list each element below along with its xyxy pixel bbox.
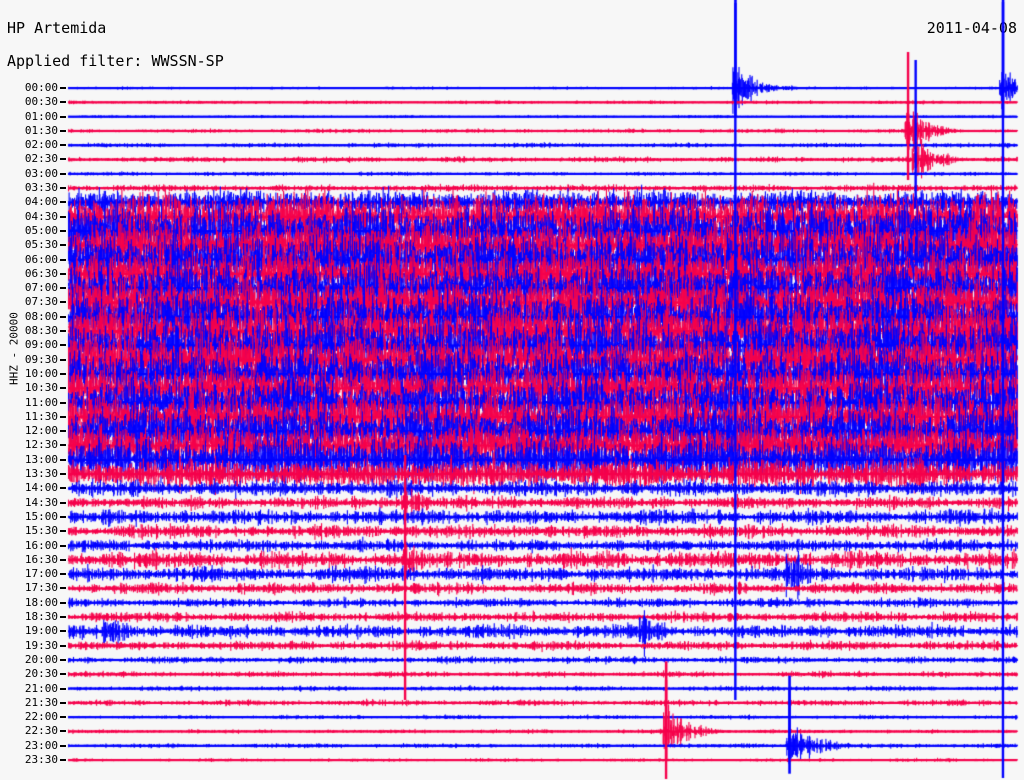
time-tick xyxy=(60,430,66,433)
time-tick xyxy=(60,701,66,704)
time-tick xyxy=(60,158,66,161)
time-tick xyxy=(60,315,66,318)
time-tick xyxy=(60,115,66,118)
time-tick xyxy=(60,172,66,175)
time-tick xyxy=(60,401,66,404)
time-tick xyxy=(60,415,66,418)
time-tick xyxy=(60,301,66,304)
time-tick xyxy=(60,444,66,447)
time-tick xyxy=(60,716,66,719)
time-tick xyxy=(60,101,66,104)
time-tick xyxy=(60,744,66,747)
time-tick xyxy=(60,387,66,390)
time-tick xyxy=(60,573,66,576)
time-tick xyxy=(60,530,66,533)
time-tick xyxy=(60,244,66,247)
time-tick xyxy=(60,258,66,261)
time-tick xyxy=(60,330,66,333)
time-tick xyxy=(60,487,66,490)
time-tick xyxy=(60,372,66,375)
time-tick xyxy=(60,144,66,147)
time-tick xyxy=(60,673,66,676)
time-tick xyxy=(60,658,66,661)
time-tick xyxy=(60,473,66,476)
time-tick xyxy=(60,687,66,690)
time-tick xyxy=(60,458,66,461)
time-tick xyxy=(60,644,66,647)
time-tick xyxy=(60,601,66,604)
time-tick xyxy=(60,215,66,218)
time-tick xyxy=(60,630,66,633)
time-tick xyxy=(60,272,66,275)
time-tick xyxy=(60,229,66,232)
time-tick xyxy=(60,187,66,190)
time-tick xyxy=(60,287,66,290)
time-tick xyxy=(60,544,66,547)
time-tick xyxy=(60,515,66,518)
time-tick xyxy=(60,730,66,733)
time-tick xyxy=(60,129,66,132)
time-tick xyxy=(60,587,66,590)
time-tick xyxy=(60,358,66,361)
time-tick xyxy=(60,558,66,561)
time-tick xyxy=(60,344,66,347)
time-tick xyxy=(60,201,66,204)
time-tick xyxy=(60,501,66,504)
time-tick xyxy=(60,87,66,89)
time-tick xyxy=(60,759,66,761)
time-tick xyxy=(60,616,66,619)
